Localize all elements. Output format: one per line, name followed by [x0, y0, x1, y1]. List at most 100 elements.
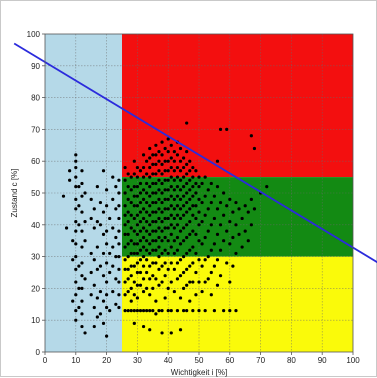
data-point: [151, 309, 155, 313]
data-point: [141, 264, 146, 268]
data-point: [92, 283, 96, 287]
data-point: [203, 258, 207, 262]
data-point: [154, 239, 158, 243]
data-point: [231, 264, 235, 268]
data-point: [194, 293, 198, 297]
data-point: [169, 165, 173, 170]
x-tick-label: 50: [195, 356, 204, 365]
data-point: [166, 150, 170, 154]
data-point: [83, 331, 87, 335]
data-point: [160, 264, 164, 268]
data-point: [111, 264, 115, 268]
data-point: [151, 191, 155, 195]
data-point: [175, 261, 180, 265]
data-point: [182, 194, 186, 198]
data-point: [132, 309, 136, 313]
data-point: [126, 309, 130, 313]
data-point: [218, 200, 223, 205]
data-point: [160, 239, 164, 243]
data-point: [123, 191, 127, 195]
data-point: [132, 204, 136, 208]
data-point: [141, 226, 146, 230]
data-point: [151, 229, 155, 233]
data-point: [160, 280, 164, 284]
data-point: [89, 270, 93, 275]
data-point: [157, 150, 161, 154]
data-point: [148, 293, 152, 297]
data-point: [166, 286, 170, 290]
data-point: [166, 169, 170, 173]
data-point: [157, 235, 161, 240]
x-tick-labels: 0 10 20 30 40 50 60 70 80 90 100: [43, 352, 360, 365]
data-point: [172, 251, 176, 256]
data-point: [157, 216, 161, 221]
data-point: [89, 197, 93, 201]
data-point: [105, 261, 109, 265]
region-red: [122, 34, 353, 178]
data-point: [138, 270, 143, 275]
data-point: [178, 169, 183, 173]
data-point: [74, 220, 78, 224]
data-point: [182, 239, 186, 243]
data-point: [132, 242, 136, 246]
data-point: [151, 261, 155, 265]
data-point: [182, 270, 186, 275]
data-point: [178, 328, 183, 332]
data-point: [191, 194, 195, 198]
data-point: [123, 178, 127, 182]
x-tick-label: 80: [287, 356, 296, 365]
data-point: [154, 312, 158, 316]
data-point: [132, 321, 136, 325]
data-point: [108, 270, 112, 275]
data-point: [105, 280, 109, 284]
data-point: [129, 213, 133, 217]
data-point: [212, 242, 216, 246]
data-point: [182, 165, 186, 170]
data-point: [148, 175, 152, 179]
data-point: [172, 178, 176, 182]
data-point: [74, 309, 78, 313]
data-point: [148, 165, 152, 170]
data-point: [126, 210, 130, 214]
data-point: [206, 229, 210, 233]
data-point: [178, 197, 183, 201]
data-point: [194, 204, 198, 208]
data-point: [163, 178, 167, 182]
data-point: [141, 289, 146, 294]
data-point: [157, 159, 161, 163]
data-point: [83, 220, 87, 224]
data-point: [166, 239, 170, 243]
data-point: [175, 185, 180, 189]
data-point: [123, 267, 127, 271]
data-point: [126, 242, 130, 246]
data-point: [178, 216, 183, 221]
data-point: [163, 235, 167, 240]
data-point: [182, 309, 186, 313]
data-point: [166, 137, 170, 141]
data-point: [89, 251, 93, 256]
data-point: [129, 251, 133, 256]
data-point: [160, 251, 164, 256]
data-point: [64, 226, 69, 230]
data-point: [135, 194, 139, 198]
data-point: [68, 169, 72, 173]
data-point: [74, 280, 78, 284]
data-point: [169, 232, 173, 236]
data-point: [138, 283, 143, 287]
data-point: [148, 223, 152, 227]
data-point: [218, 127, 223, 131]
data-point: [138, 191, 143, 195]
threshold-line: [13, 42, 377, 264]
data-point: [169, 194, 173, 198]
data-point: [148, 194, 152, 198]
data-point: [98, 200, 103, 205]
data-point: [203, 194, 207, 198]
data-point: [157, 283, 161, 287]
data-point: [80, 299, 84, 303]
data-point: [117, 293, 121, 297]
data-point: [194, 169, 198, 173]
data-point: [163, 274, 167, 278]
data-point: [166, 309, 170, 313]
data-point: [141, 153, 146, 157]
data-point: [185, 191, 189, 195]
